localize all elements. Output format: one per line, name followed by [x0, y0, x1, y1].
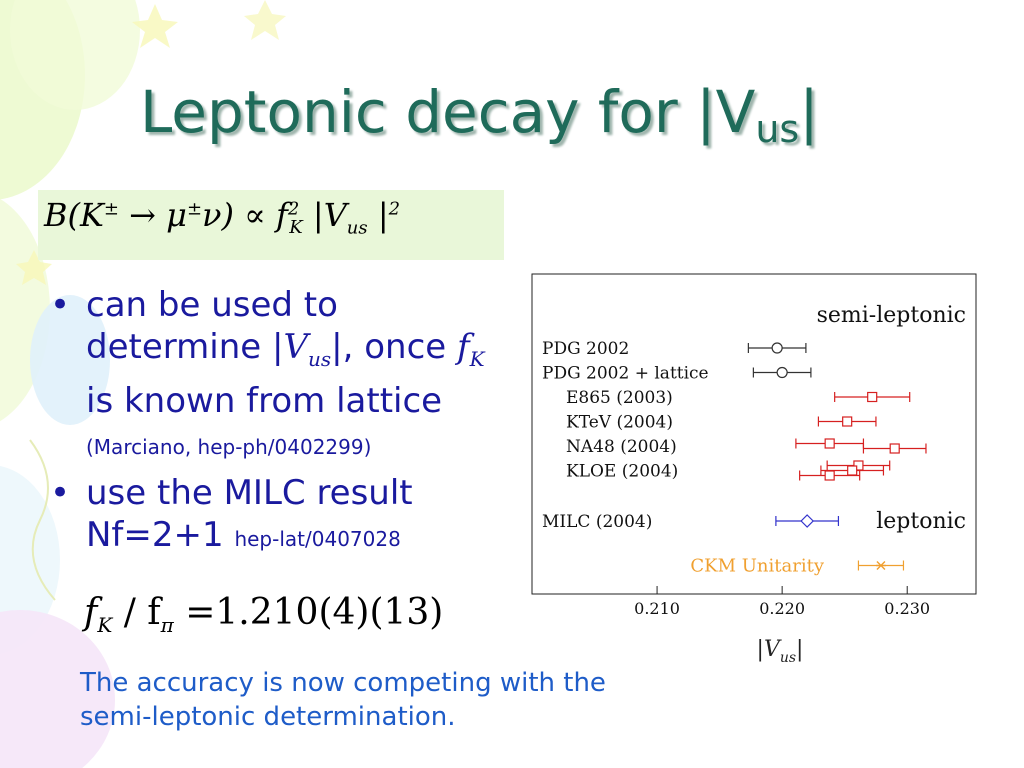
balloon-shape [0, 610, 115, 768]
data-point [776, 366, 788, 379]
row-label: KLOE (2004) [566, 462, 678, 482]
star-shape [244, 0, 286, 40]
x-axis-ticks: 0.210 0.220 0.230 [634, 586, 930, 618]
annotation-leptonic: leptonic [876, 509, 966, 534]
data-point [800, 514, 815, 528]
row-label: KTeV (2004) [566, 413, 673, 433]
row-label: E865 (2003) [566, 388, 673, 408]
row-label: CKM Unitarity [690, 556, 824, 577]
chart-frame [531, 273, 977, 595]
row-label: NA48 (2004) [566, 437, 677, 457]
bullet-item: • use the MILC result Nf=2+1 hep-lat/040… [50, 472, 413, 555]
vus-chart: semi-leptonic leptonic PDG 2002 PDG 2002 … [528, 270, 980, 670]
data-rows: PDG 2002 PDG 2002 + lattice E865 (2003) KTe… [542, 339, 927, 577]
data-point [771, 342, 783, 354]
balloon-shape [0, 466, 60, 654]
chart-background [528, 270, 980, 670]
x-tick-label: 0.220 [759, 599, 805, 618]
data-point [847, 465, 858, 476]
x-tick-label: 0.210 [634, 599, 680, 618]
formula-box [38, 190, 504, 260]
x-axis-label: |Vus| [757, 637, 804, 666]
data-point [867, 391, 878, 403]
annotation-semi-leptonic: semi-leptonic [817, 303, 966, 328]
row-label: PDG 2002 + lattice [542, 364, 709, 384]
data-point [889, 443, 900, 454]
bullet-dot-icon: • [50, 285, 71, 325]
star-shape [132, 4, 178, 48]
balloon-string [29, 439, 56, 601]
x-tick-label: 0.230 [884, 599, 930, 618]
bullet-dot-icon: • [50, 472, 71, 513]
branching-ratio-formula: B(K± → μ±ν) ∝ f2K |Vus |2 [44, 196, 401, 239]
bullet-list: • can be used to determine |Vus|, once f… [50, 284, 490, 564]
data-point [876, 561, 886, 570]
accuracy-note: The accuracy is now competing with the s… [80, 668, 606, 732]
row-label: MILC (2004) [542, 512, 652, 532]
data-point [824, 470, 835, 481]
row-label: PDG 2002 [542, 339, 629, 359]
data-point [842, 416, 853, 427]
balloon-shape [10, 0, 140, 110]
decay-constant-ratio: fK / fπ =1.210(4)(13) [84, 592, 444, 638]
bullet-item: • can be used to determine |Vus|, once f… [50, 285, 485, 459]
slide-title: Leptonic decay for |Vus| [140, 78, 819, 151]
star-shape [16, 250, 52, 285]
balloon-shape [30, 295, 110, 425]
data-point [824, 438, 835, 449]
